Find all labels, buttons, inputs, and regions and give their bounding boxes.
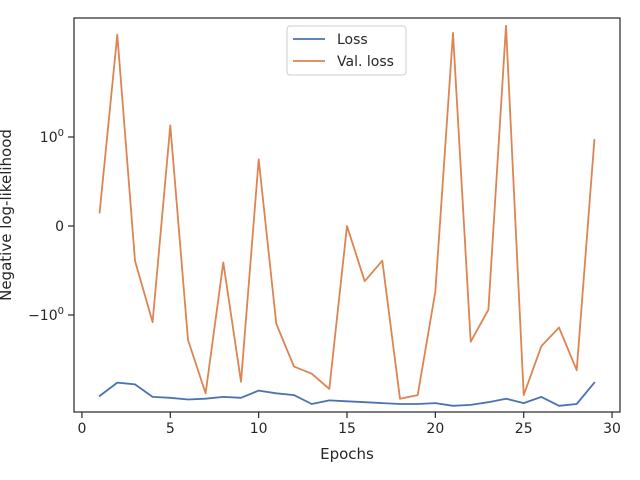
x-tick-label: 20	[426, 421, 444, 437]
y-axis-label: Negative log-likelihood	[0, 129, 15, 301]
x-tick-label: 10	[250, 421, 268, 437]
y-tick-label: 0	[55, 219, 64, 235]
x-axis-label: Epochs	[320, 445, 374, 463]
y-axis: 100 0 −100	[28, 128, 74, 324]
legend-label-val-loss: Val. loss	[337, 54, 394, 70]
x-tick-label: 0	[77, 421, 86, 437]
y-tick-label: −100	[28, 306, 64, 324]
legend-label-loss: Loss	[337, 32, 368, 48]
y-tick-label: 100	[40, 128, 64, 146]
series-lines	[98, 24, 596, 407]
x-tick-label: 25	[515, 421, 533, 437]
series-line-loss	[98, 381, 596, 407]
legend: Loss Val. loss	[286, 25, 407, 76]
x-tick-label: 15	[338, 421, 356, 437]
x-tick-label: 5	[166, 421, 175, 437]
x-tick-label: 30	[603, 421, 621, 437]
series-line-val-loss	[98, 24, 596, 400]
x-axis: 0 5 10 15 20 25 30	[77, 412, 621, 437]
